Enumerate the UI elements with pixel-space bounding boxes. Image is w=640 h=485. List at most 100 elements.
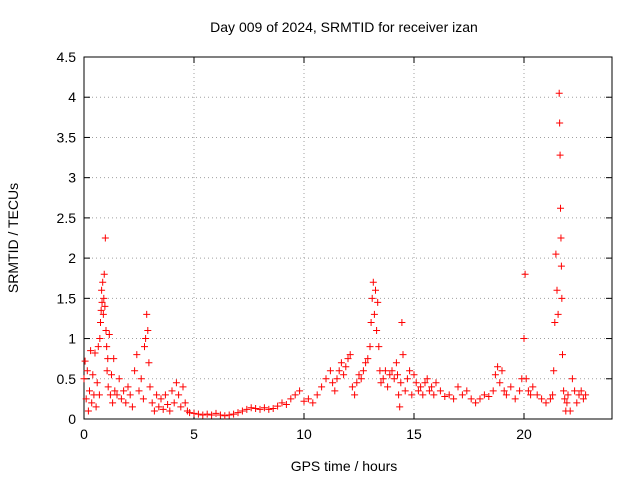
data-point [533,391,541,399]
data-point [557,234,565,242]
data-point [454,383,462,391]
data-point [560,387,568,395]
data-point [467,395,475,403]
data-point [105,331,113,339]
data-point [412,379,420,387]
data-point [93,379,101,387]
data-point [137,375,145,383]
data-point [522,375,530,383]
data-point [175,391,183,399]
data-point [212,409,220,417]
y-tick-label: 4.5 [57,49,77,65]
axes: 0 0.5 1 1.5 2 2.5 3 3.5 4 4.5 0 5 10 15 20 [57,49,613,442]
data-point [337,359,345,367]
data-point [124,383,132,391]
data-point [159,405,167,413]
data-point [230,410,238,418]
data-point [450,395,458,403]
data-point [550,367,558,375]
data-point [117,395,125,403]
data-point [329,379,337,387]
chart-title: Day 009 of 2024, SRMTID for receiver iza… [210,19,478,35]
data-point [529,383,537,391]
data-point [432,379,440,387]
data-point [82,395,90,403]
data-point [81,357,89,365]
data-point [91,349,99,357]
data-point [359,367,367,375]
data-point [364,355,372,363]
data-point [557,262,565,270]
data-point [340,371,348,379]
data-point [145,359,153,367]
data-point [377,379,385,387]
y-tick-label: 0 [68,411,76,427]
data-point [252,405,260,413]
data-point [351,391,359,399]
data-point [335,367,343,375]
data-point [106,391,114,399]
data-point [170,399,178,407]
data-point [582,391,590,399]
data-point [558,294,566,302]
data-point [331,387,339,395]
data-point [168,387,176,395]
x-tick-label: 10 [296,426,312,442]
data-point [373,327,381,335]
data-point [463,387,471,395]
data-point [556,151,564,159]
data-point [208,411,216,419]
data-point [100,270,108,278]
data-point [309,399,317,407]
data-point [203,410,211,418]
data-point [430,391,438,399]
data-point [524,387,532,395]
data-point [348,383,356,391]
data-point [318,383,326,391]
data-point [216,411,224,419]
data-point [265,405,273,413]
data-point [396,403,404,411]
data-point [552,250,560,258]
data-point [408,391,416,399]
data-point [103,343,111,351]
data-point [122,399,130,407]
data-point [103,367,111,375]
data-point [498,367,506,375]
data-point [133,351,141,359]
data-point [164,401,172,409]
x-axis-label: GPS time / hours [291,458,398,474]
data-point [549,391,557,399]
data-point [291,391,299,399]
data-point [83,367,91,375]
data-point [139,395,147,403]
data-point [379,375,387,383]
data-point [421,379,429,387]
data-point [110,355,118,363]
data-point [355,371,363,379]
data-point [148,399,156,407]
data-point [115,375,123,383]
y-tick-label: 1 [68,331,76,347]
data-point [564,391,572,399]
data-point [521,270,529,278]
y-tick-label: 2.5 [57,210,77,226]
data-point [157,395,165,403]
data-point [98,286,106,294]
data-point [104,355,112,363]
data-point [575,391,583,399]
data-point [333,375,341,383]
data-point [556,119,564,127]
data-point [190,409,198,417]
data-point [520,335,528,343]
data-point [390,375,398,383]
data-point [571,387,579,395]
data-point [84,407,92,415]
data-point [181,399,189,407]
data-point [579,395,587,403]
x-tick-label: 15 [406,426,422,442]
data-point [445,391,453,399]
data-point [278,399,286,407]
data-point [274,402,282,410]
